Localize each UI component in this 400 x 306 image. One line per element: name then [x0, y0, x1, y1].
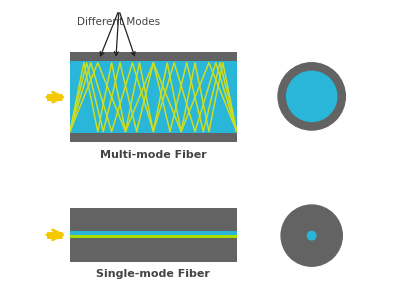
Text: Multi-mode Fiber: Multi-mode Fiber	[100, 150, 207, 160]
Text: Different Modes: Different Modes	[77, 17, 160, 27]
Bar	[70, 236, 237, 238]
Circle shape	[308, 231, 316, 240]
Text: Single-mode Fiber: Single-mode Fiber	[96, 269, 210, 279]
Bar	[70, 61, 237, 133]
Bar	[70, 231, 237, 236]
Circle shape	[281, 205, 342, 266]
Circle shape	[278, 63, 345, 130]
Bar	[70, 208, 237, 262]
Bar	[70, 52, 237, 142]
Circle shape	[286, 71, 337, 121]
